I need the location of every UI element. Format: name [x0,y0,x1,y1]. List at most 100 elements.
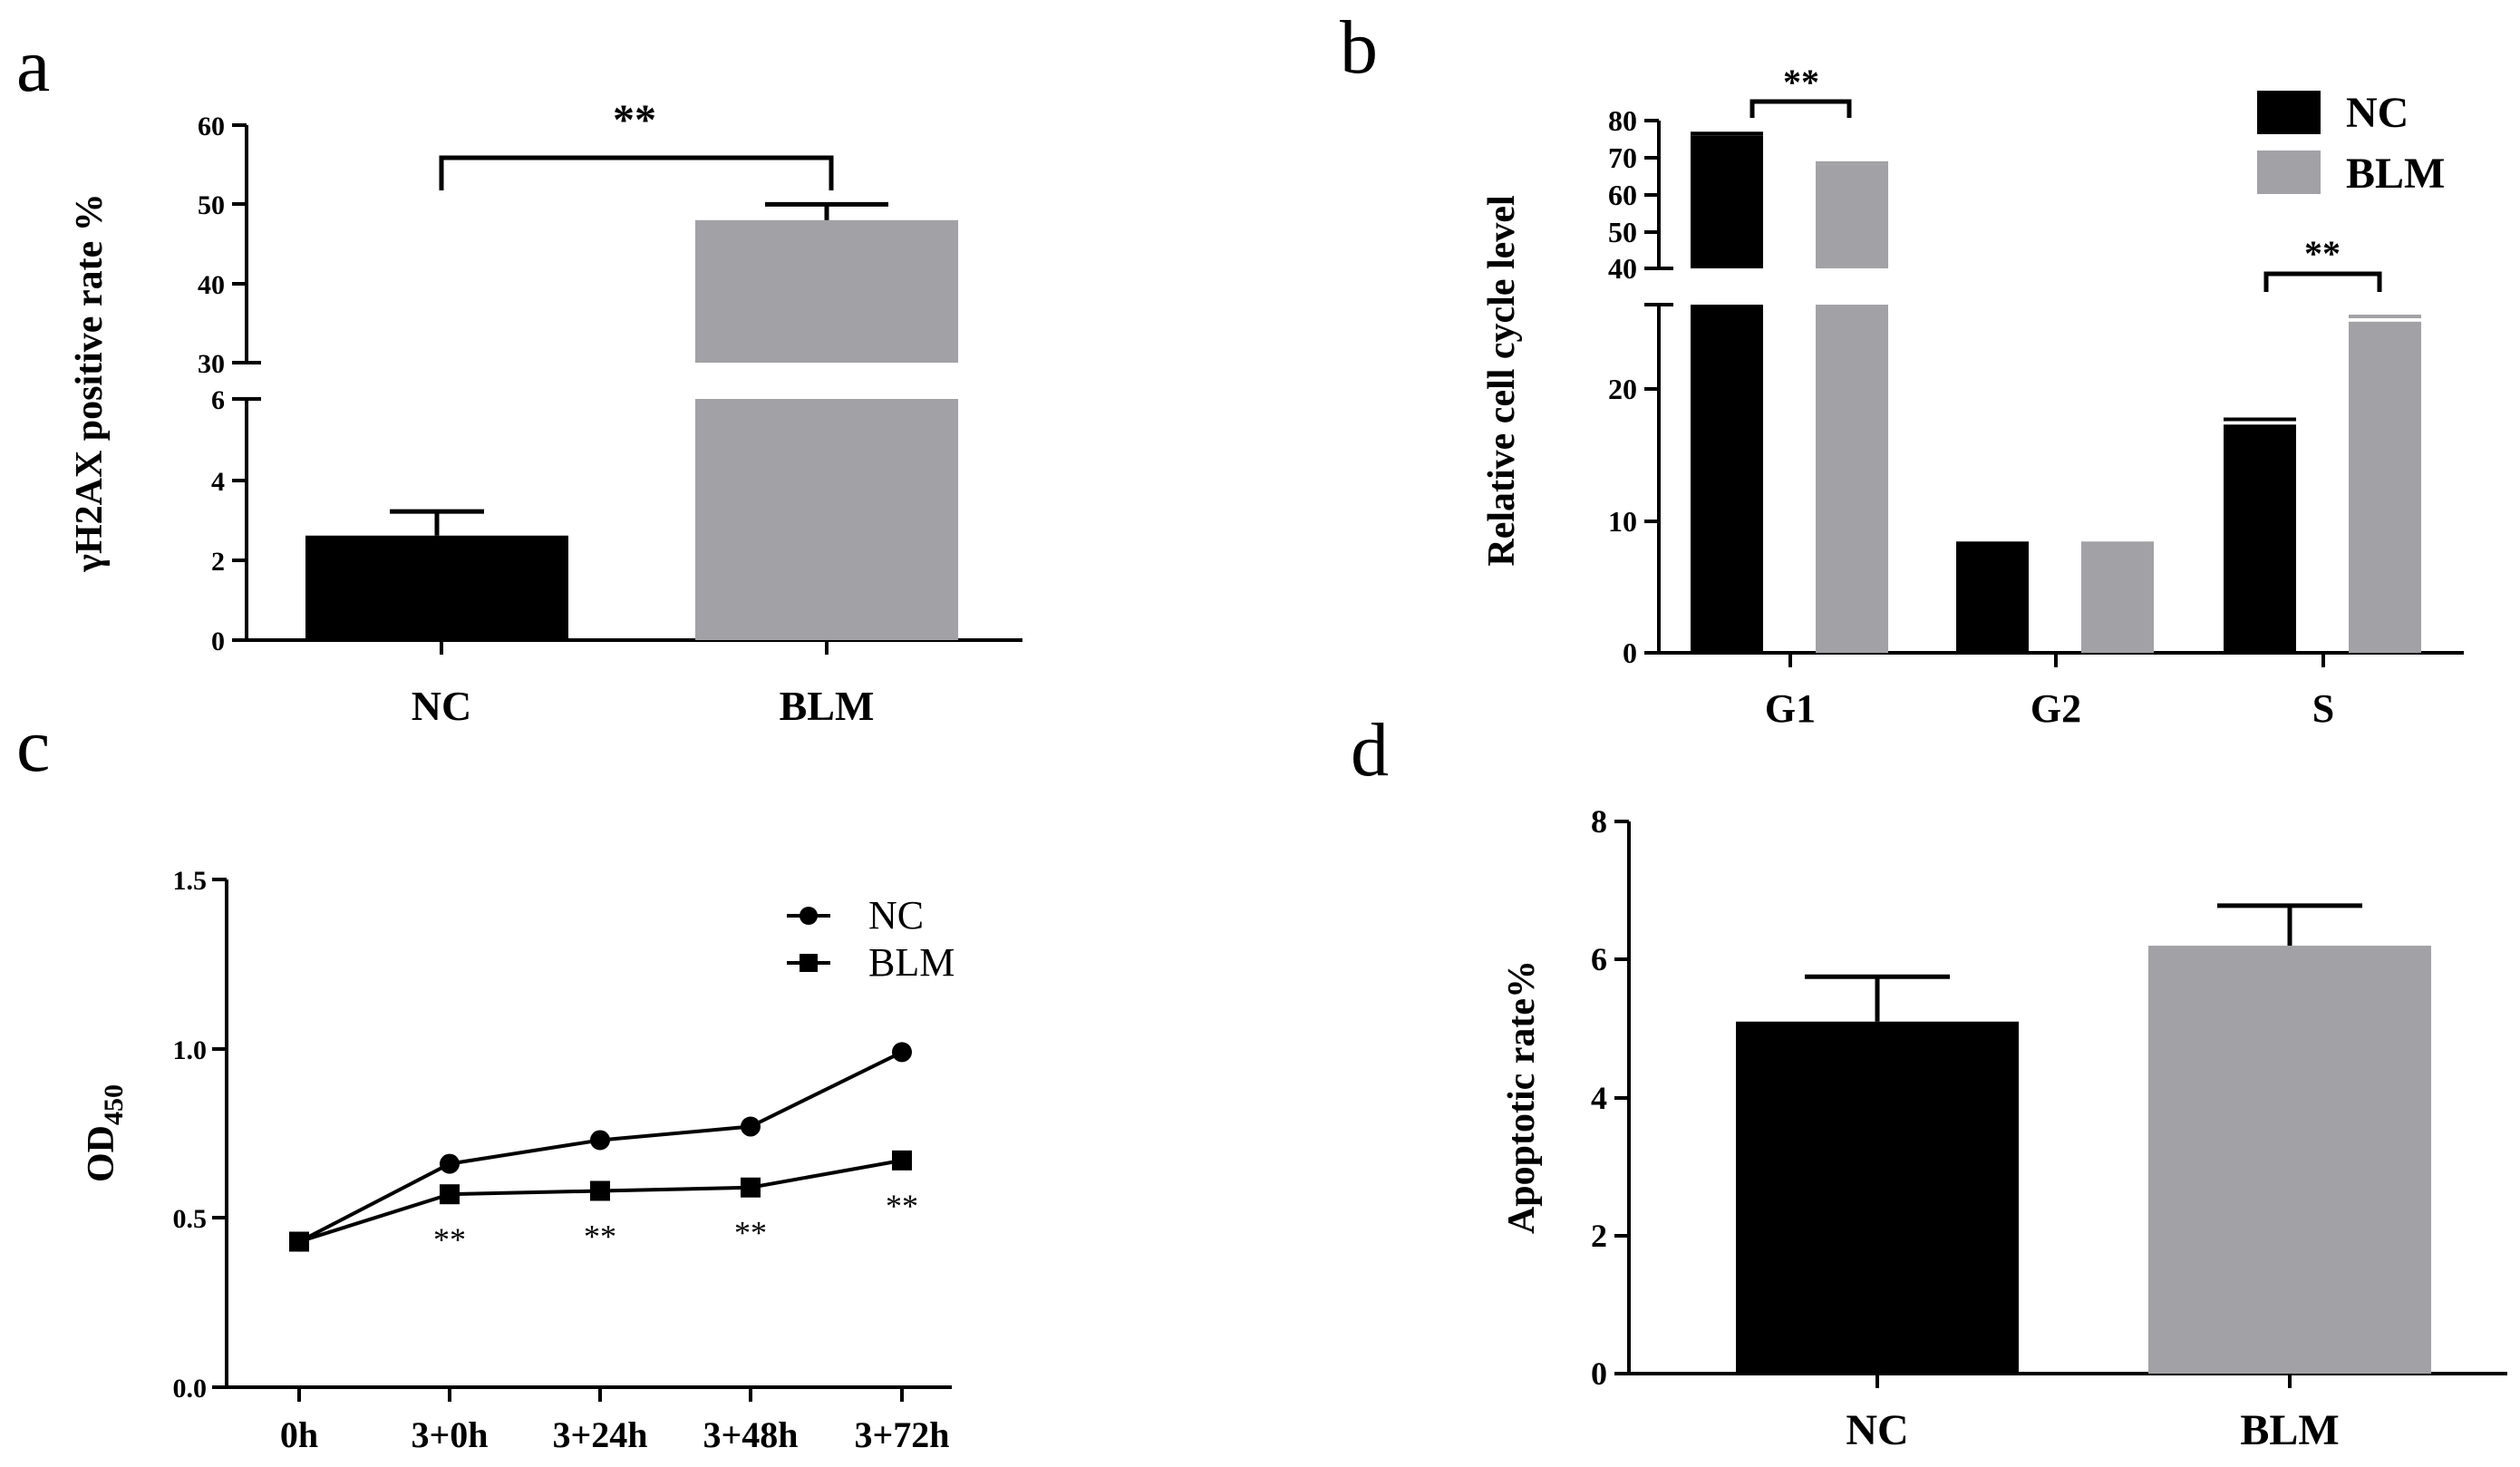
b-bar-g1-nc-lower [1691,305,1763,653]
a-tick-label-0: 0 [211,627,225,656]
c-point-blm-2 [590,1180,610,1201]
c-tick-label-1.5: 1.5 [173,866,208,896]
b-bar-g2-blm [2081,544,2154,653]
c-plot: 0h 3+0h 3+24h 3+48h 3+72h ** ** ** ** [280,1042,950,1455]
c-legend-label-nc: NC [868,893,924,938]
c-point-nc-1 [440,1153,460,1174]
a-significance-bracket [439,155,834,190]
c-significance-label-3: ** [734,1215,767,1251]
d-bar-nc [1736,1021,2019,1374]
panel-c: 1.5 1.0 0.5 0.0 0h 3+0h 3+24h 3+48h 3+72h ** *… [81,866,955,1455]
b-category-label-g1: G1 [1765,686,1816,731]
b-significance-label-s: ** [2304,233,2341,274]
b-tick-label-50: 50 [1608,216,1637,248]
d-category-label-blm: BLM [2240,1406,2339,1454]
a-bar-blm-upper [695,219,958,363]
panel-letter-d: d [1351,708,1389,792]
c-point-blm-0 [289,1231,309,1252]
d-bars [1736,903,2431,1374]
a-tick-label-50: 50 [198,190,225,220]
b-significance-bracket-g1 [1749,99,1852,118]
panel-letter-c: c [16,704,50,788]
c-category-label-2: 3+24h [552,1414,647,1455]
b-tick-label-60: 60 [1608,179,1637,211]
a-bar-nc [305,535,568,640]
a-tick-label-30: 30 [198,349,225,379]
a-tick-label-2: 2 [211,547,225,577]
panel-d: 8 6 4 2 0 NC BLM Apoptotic rate% [1501,803,2507,1454]
d-tick-label-6: 6 [1591,941,1607,977]
a-significance-label: ** [613,96,656,144]
panel-letter-b: b [1340,5,1378,90]
b-bar-g1-nc-upper [1691,135,1763,268]
b-legend-swatch-nc [2257,91,2321,134]
c-legend-marker-nc [800,907,818,925]
c-significance-label-2: ** [584,1218,616,1254]
d-tick-label-0: 0 [1591,1355,1607,1392]
a-bars [305,201,958,640]
a-tick-label-4: 4 [211,467,225,497]
b-legend-label-nc: NC [2346,89,2409,137]
a-bar-blm-lower [695,399,958,640]
c-y-axis-label: OD450 [81,1084,129,1182]
b-bar-g1-blm-upper [1816,164,1888,268]
c-point-blm-3 [741,1177,761,1198]
c-y-axis-label-sub: 450 [99,1084,129,1125]
c-point-nc-4 [892,1042,912,1063]
b-bars [1691,131,2421,653]
c-category-label-4: 3+72h [854,1414,949,1455]
b-significance-label-g1: ** [1783,62,1819,102]
b-bar-s-blm [2349,321,2421,653]
d-tick-label-8: 8 [1591,803,1607,840]
d-y-axis-label: Apoptotic rate% [1501,960,1543,1234]
a-tick-label-40: 40 [198,270,225,300]
b-tick-label-20: 20 [1608,373,1637,405]
c-significance-label-1: ** [433,1221,466,1258]
b-category-label-g2: G2 [2031,686,2081,731]
c-y-ticks: 1.5 1.0 0.5 0.0 [173,866,227,1404]
panel-b: 80 70 60 50 40 20 10 0 ** ** NC BLM G1 G… [1481,62,2464,731]
c-tick-label-1.0: 1.0 [173,1035,208,1065]
b-tick-label-0: 0 [1623,636,1637,669]
d-y-ticks: 8 6 4 2 0 [1591,803,1629,1392]
a-category-label-blm: BLM [780,683,875,729]
d-category-label-nc: NC [1846,1406,1908,1454]
c-legend-marker-blm [800,954,818,972]
d-bar-blm [2148,946,2431,1374]
b-bar-s-nc [2224,424,2296,653]
b-ticks-upper: 80 70 60 50 40 [1608,104,1659,285]
a-y-axis-label: γH2AX positive rate % [69,193,111,572]
c-point-nc-3 [741,1116,761,1137]
c-category-label-3: 3+48h [703,1414,798,1455]
panel-a: 60 50 40 30 6 4 2 0 ** NC BLM γH2AX posi… [69,96,1023,729]
b-tick-label-70: 70 [1608,141,1637,174]
b-legend-label-blm: BLM [2346,150,2445,198]
c-y-axis-label-main: OD [81,1125,122,1182]
a-tick-label-60: 60 [198,112,225,141]
b-tick-label-80: 80 [1608,104,1637,137]
a-ticks-lower: 6 4 2 0 [211,385,247,656]
panel-letter-a: a [16,24,50,108]
a-tick-label-6: 6 [211,385,225,415]
c-tick-label-0.5: 0.5 [173,1204,208,1234]
b-bar-g1-blm-lower [1816,305,1888,653]
a-ticks-upper: 60 50 40 30 [198,112,247,379]
c-point-nc-2 [590,1130,610,1151]
b-tick-label-40: 40 [1608,252,1637,285]
c-category-label-0: 0h [280,1414,318,1455]
c-legend-label-blm: BLM [868,940,955,985]
c-category-label-1: 3+0h [411,1414,488,1455]
b-significance-bracket-s [2263,271,2382,292]
d-tick-label-4: 4 [1591,1080,1607,1116]
b-y-axis-label: Relative cell cycle level [1481,195,1523,566]
b-tick-label-10: 10 [1608,505,1637,538]
c-point-blm-1 [440,1184,460,1205]
c-point-blm-4 [892,1150,912,1171]
b-bar-g2-nc [1956,544,2029,653]
b-ticks-lower: 20 10 0 [1608,373,1659,669]
c-significance-label-4: ** [886,1188,918,1224]
b-category-label-s: S [2312,686,2334,731]
b-legend-swatch-blm [2257,151,2321,194]
c-tick-label-0.0: 0.0 [173,1374,208,1404]
